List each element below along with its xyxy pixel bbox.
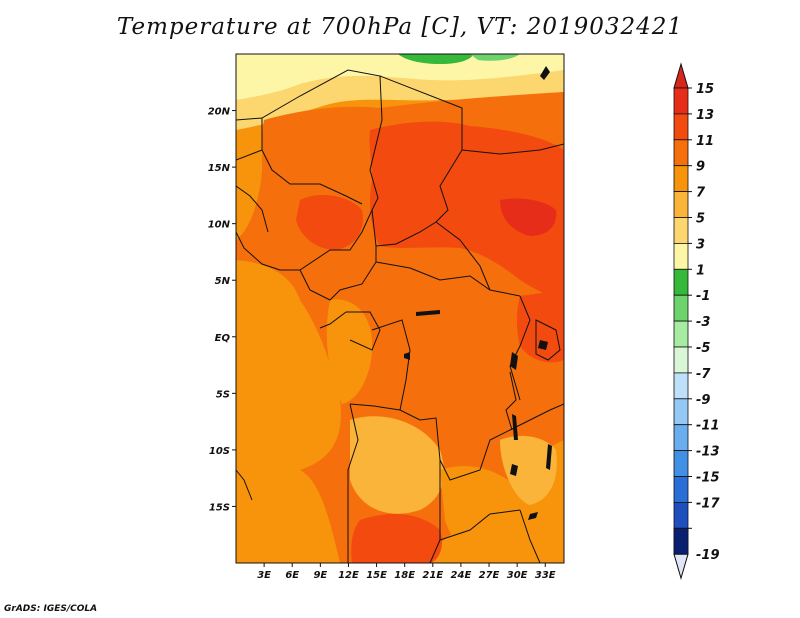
legend-swatch [673,450,689,477]
lat-tick-label: 15S [209,502,230,513]
field-above-15-core [500,198,557,236]
legend-label: 13 [696,108,714,123]
map-title: Temperature at 700hPa [C], VT: 201903242… [116,14,684,40]
legend-label: -19 [696,548,720,563]
legend-swatch [673,191,689,218]
lon-tick-label: 6E [285,570,299,581]
legend-label: -3 [696,315,710,330]
legend-swatch [673,294,689,322]
lat-tick-label: 10S [209,446,230,457]
lake-outlines [404,66,552,520]
temperature-field [236,54,564,563]
lat-tick-label: EQ [215,333,231,344]
field-13-to-15-east [517,290,564,363]
lon-tick-label: 3E [257,570,271,581]
legend-label: -7 [696,367,711,382]
footer-credit: GrADS: IGES/COLA [4,604,98,614]
lon-tick-label: 24E [451,570,472,581]
legend-swatch [673,165,689,192]
legend-top-arrow [673,62,689,89]
legend-label: -11 [696,419,720,434]
legend-swatch [673,242,689,270]
legend-label: 11 [696,134,714,149]
field-13-to-15-north [369,121,564,301]
field-7-to-9-malawi [500,435,557,505]
legend-swatch [673,476,689,503]
legend-label: 1 [696,263,705,278]
field-13-to-15-south [351,514,442,563]
legend-swatch [673,139,689,167]
lon-tick-label: 15E [366,570,387,581]
legend-label: -5 [696,341,710,356]
legend-swatch [673,87,689,115]
legend-swatch [673,320,689,348]
legend-bottom-arrow [673,553,689,580]
legend-label: -1 [696,289,710,304]
legend-swatch [673,424,689,452]
country-boundaries [236,69,564,563]
field-9-to-11-west [236,260,341,470]
field-13-to-15-west [296,195,363,250]
longitude-axis: 3E 6E 9E 12E 15E 18E 21E 24E 27E 30E 33E [257,563,556,581]
legend-swatch [673,268,689,296]
lon-tick-label: 27E [479,570,500,581]
legend-swatch [673,217,689,244]
lon-tick-label: 18E [394,570,415,581]
field-minus1-to-1 [470,54,520,61]
legend-swatch [673,527,689,555]
map-frame [235,53,565,564]
legend-label: 15 [696,82,714,97]
legend-label: 9 [696,160,705,175]
field-3-to-5 [236,54,564,100]
legend-swatch [673,501,689,529]
field-9-to-11-gabon [326,299,373,404]
lat-tick-label: 10N [208,220,231,231]
legend-label: 7 [696,186,706,201]
legend-label: -9 [696,393,710,408]
color-legend: 15 13 11 9 7 5 3 1 -1 -3 -5 -7 -9 -11 -13 -15 -17 -19 [673,62,720,580]
lon-tick-label: 21E [422,570,443,581]
field-1-to-3 [398,54,474,64]
legend-swatch [673,346,689,374]
lon-tick-label: 33E [535,570,556,581]
legend-label: -13 [696,445,720,460]
legend-label: 3 [696,237,705,252]
legend-label: 5 [696,212,705,227]
field-7-to-9-angola [350,416,444,514]
legend-swatch [673,398,689,426]
lon-tick-label: 12E [338,570,359,581]
lat-tick-label: 5N [215,276,231,287]
legend-swatch [673,372,689,400]
lat-tick-label: 15N [208,163,231,174]
lon-tick-label: 30E [507,570,528,581]
latitude-axis: 20N 15N 10N 5N EQ 5S 10S 15S [208,107,236,513]
legend-label: -15 [696,471,720,486]
lon-tick-label: 9E [313,570,327,581]
lat-tick-label: 5S [216,389,230,400]
lat-tick-label: 20N [208,107,231,118]
legend-label: -17 [696,496,720,511]
legend-swatch [673,113,689,141]
